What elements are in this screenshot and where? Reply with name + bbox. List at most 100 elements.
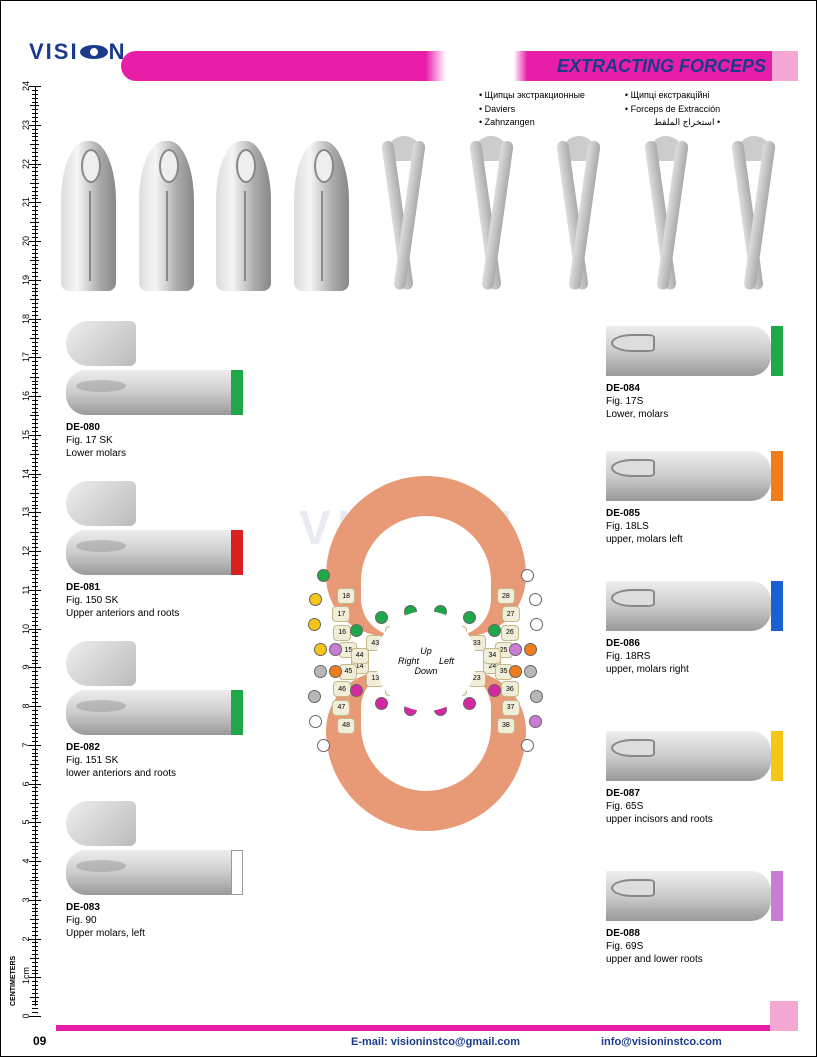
tool-illustration [606,871,771,921]
ruler-tick-minor [32,710,38,711]
ruler-tick-minor [32,625,38,626]
ruler-tick-minor [32,811,38,812]
ruler-tick-minor [32,722,38,723]
ruler-tick-minor [32,446,38,447]
product-label: DE-088 Fig. 69S upper and lower roots [606,927,771,966]
product-code: DE-084 [606,382,771,395]
product-fig: Fig. 65S [606,800,771,813]
tooth: 47 [332,700,350,716]
ruler-tick-minor [32,791,38,792]
product-entry: DE-083 Fig. 90 Upper molars, left [66,801,246,940]
ruler-tick-minor [32,419,38,420]
ruler-number: 3 [21,893,31,907]
email-value[interactable]: visioninstco@gmail.com [391,1036,520,1048]
ruler-tick-minor [32,749,38,750]
ruler-number: 10 [21,622,31,636]
label-left: Left [439,656,454,666]
translations-col-1: Щипцы экстракционные Daviers Zahnzangen [479,89,585,130]
color-dot [308,618,321,631]
ruler-tick-minor [32,640,38,641]
ruler-tick-minor [32,636,38,637]
forceps-illustration [634,141,699,291]
ruler-tick-minor [32,311,38,312]
product-desc: upper, molars right [606,663,771,676]
ruler-tick-minor [30,609,39,610]
product-fig: Fig. 69S [606,940,771,953]
ruler-tick-minor [32,1004,38,1005]
color-dot [463,697,476,710]
ruler-tick-minor [30,493,39,494]
product-entry: DE-080 Fig. 17 SK Lower molars [66,321,246,460]
forceps-illustration [216,141,271,291]
ruler-tick-minor [32,373,38,374]
ruler-tick-minor [32,427,38,428]
ruler-tick-minor [32,113,38,114]
ruler-tick-minor [32,760,38,761]
ruler-tick-minor [32,915,38,916]
ruler-tick-minor [32,799,38,800]
trans-item: Щипці екстракційні [625,89,720,103]
ruler-tick-minor [32,741,38,742]
ruler-tick-minor [32,652,38,653]
ruler-tick-minor [30,260,39,261]
product-code: DE-081 [66,581,246,594]
tool-illustration [66,850,231,895]
ruler-tick-minor [32,528,38,529]
ruler-tick-minor [32,257,38,258]
forceps-illustration [139,141,194,291]
ruler-tick-minor [32,187,38,188]
ruler-tick-minor [32,384,38,385]
ruler-tick-minor [32,408,38,409]
ruler-tick-minor [32,830,38,831]
footer-email: E-mail: visioninstco@gmail.com [351,1036,520,1048]
ruler-number: 22 [21,157,31,171]
ruler-tick-minor [32,927,38,928]
ruler-tick-minor [32,439,38,440]
product-entry: DE-086 Fig. 18RS upper, molars right [591,581,771,676]
top-tools-row [61,131,786,301]
ruler-tick-minor [32,838,38,839]
ruler-tick-minor [32,877,38,878]
ruler-tick-minor [32,904,38,905]
ruler-tick-minor [32,175,38,176]
footer-bar [56,1025,798,1031]
ruler-tick-minor [32,346,38,347]
footer-info[interactable]: info@visioninstco.com [601,1036,722,1048]
ruler-tick-minor [32,501,38,502]
ruler-tick-minor [32,884,38,885]
tooth: 48 [337,718,355,734]
ruler-tick-minor [32,458,38,459]
ruler-tick-minor [30,144,39,145]
brand-logo: VISI N [29,39,126,65]
trans-item: استخراج الملقط [625,116,720,130]
ruler-tick-minor [32,191,38,192]
ruler-tick-minor [30,725,39,726]
ruler-tick-minor [32,1001,38,1002]
product-code: DE-087 [606,787,771,800]
product-code: DE-086 [606,637,771,650]
ruler-tick-minor [32,272,38,273]
ruler-tick-minor [32,795,38,796]
ruler-tick-minor [32,497,38,498]
email-label: E-mail: [351,1036,391,1048]
product-label: DE-085 Fig. 18LS upper, molars left [606,507,771,546]
ruler-number: 1cm [21,970,31,984]
forceps-illustration [459,141,524,291]
tooth: 34 [483,648,501,664]
ruler-tick-minor [32,892,38,893]
ruler-tick-minor [32,574,38,575]
ruler-tick-minor [30,532,39,533]
ruler-tick-minor [30,764,39,765]
color-tag [771,581,783,631]
ruler-tick-minor [32,543,38,544]
product-desc: Upper anteriors and roots [66,607,246,620]
ruler-tick-minor [30,803,39,804]
ruler-tick-minor [32,129,38,130]
ruler-tick-minor [32,621,38,622]
ruler-tick-minor [32,869,38,870]
ruler-tick-minor [32,237,38,238]
product-label: DE-087 Fig. 65S upper incisors and roots [606,787,771,826]
ruler-tick-minor [32,536,38,537]
tip-illustration [66,641,136,686]
product-fig: Fig. 150 SK [66,594,246,607]
